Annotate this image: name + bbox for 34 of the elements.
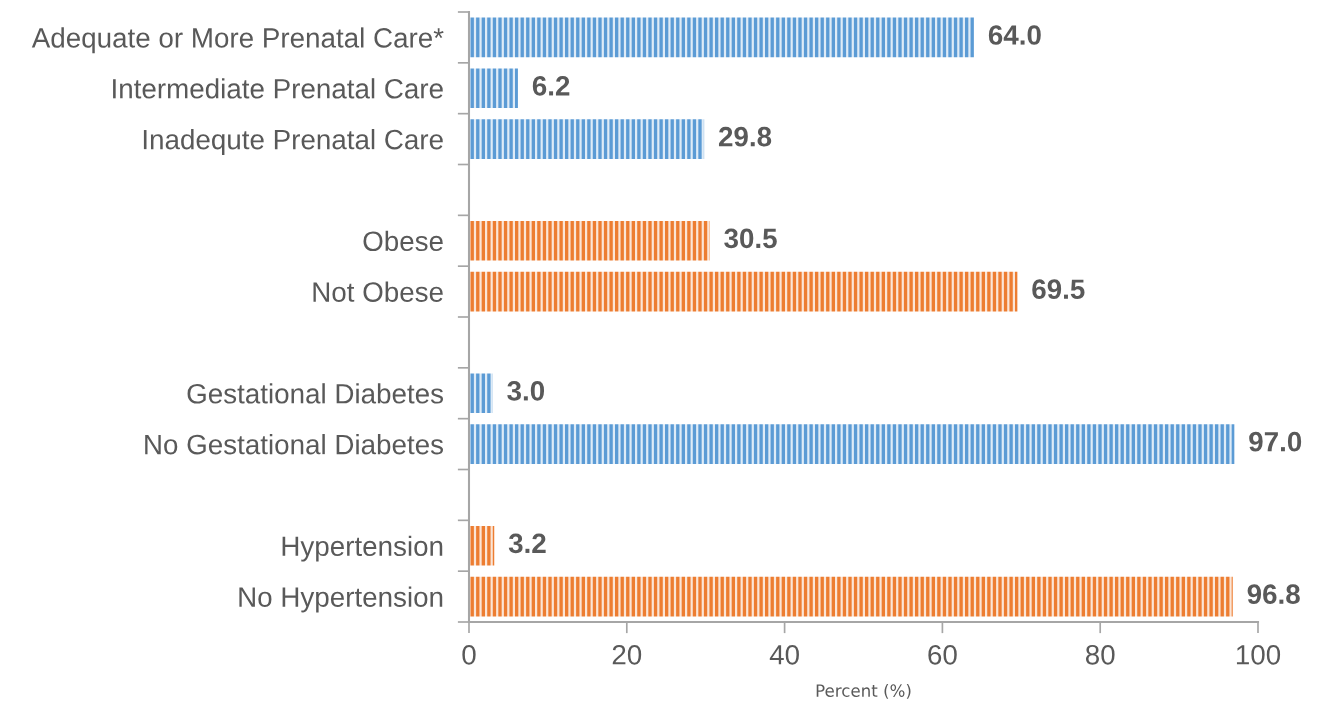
y-tick-label: Not Obese bbox=[313, 281, 443, 302]
data-label: 3.2 bbox=[508, 533, 546, 554]
x-tick-label: 40 bbox=[769, 644, 799, 665]
y-tick-label: No Gestational Diabetes bbox=[145, 434, 444, 455]
data-label: 69.5 bbox=[1032, 279, 1085, 300]
data-label: 29.8 bbox=[718, 126, 772, 147]
bar bbox=[469, 373, 493, 414]
y-tick-label: No Hypertension bbox=[239, 586, 443, 613]
y-tick-label: Inadequte Prenatal Care bbox=[143, 129, 443, 155]
data-label: 30.5 bbox=[724, 228, 777, 249]
y-tick-label: Gestational Diabetes bbox=[187, 383, 444, 404]
bar bbox=[469, 576, 1233, 617]
bar bbox=[469, 119, 705, 159]
x-axis-title: Percent (%) bbox=[816, 684, 911, 699]
y-tick-label: Hypertension bbox=[282, 535, 443, 562]
x-tick-label: 0 bbox=[462, 644, 476, 665]
data-label: 64.0 bbox=[988, 25, 1041, 45]
y-tick-label: Adequate or More Prenatal Care* bbox=[31, 27, 444, 54]
bar bbox=[469, 68, 518, 109]
data-label: 97.0 bbox=[1249, 431, 1302, 452]
x-tick-label: 60 bbox=[928, 644, 957, 665]
data-label: 6.2 bbox=[532, 76, 570, 96]
x-tick-label: 80 bbox=[1085, 644, 1115, 665]
x-tick-label: 20 bbox=[612, 644, 642, 665]
y-tick-label: Intermediate Prenatal Care bbox=[113, 78, 443, 99]
bar bbox=[469, 424, 1235, 464]
bar bbox=[469, 525, 495, 566]
data-label: 3.0 bbox=[507, 381, 545, 401]
bar bbox=[469, 220, 710, 261]
y-tick-label: Obese bbox=[363, 230, 443, 252]
bar bbox=[469, 17, 974, 58]
x-tick-label: 100 bbox=[1236, 644, 1281, 665]
bar bbox=[469, 271, 1018, 312]
data-label: 96.8 bbox=[1247, 584, 1300, 605]
